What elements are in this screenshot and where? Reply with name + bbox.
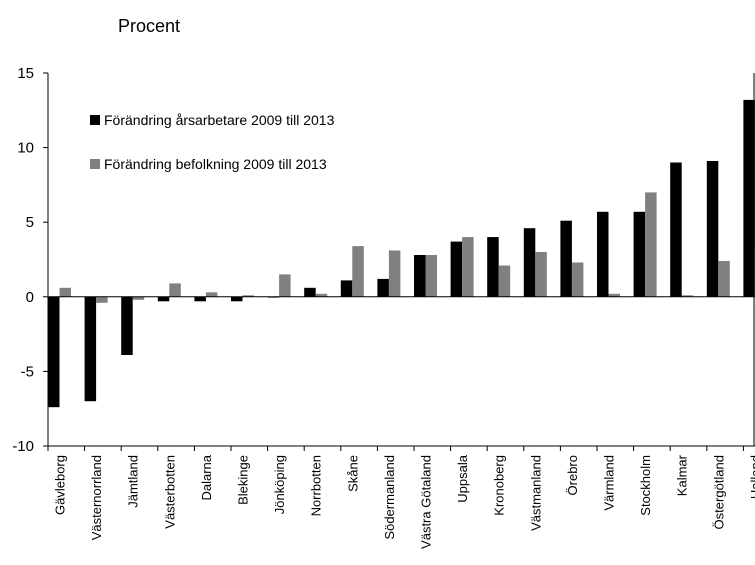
x-tick-label: Blekinge — [236, 455, 251, 505]
x-tick-label: Skåne — [345, 455, 360, 492]
bar-arsarbetare — [560, 221, 572, 297]
x-tick-label: Örebro — [565, 455, 580, 495]
x-tick-label: Södermanland — [382, 455, 397, 540]
bars-layer — [48, 100, 755, 407]
legend-label: Förändring befolkning 2009 till 2013 — [104, 156, 327, 172]
bar-befolkning — [572, 263, 584, 297]
bar-arsarbetare — [121, 297, 133, 355]
bar-arsarbetare — [487, 237, 499, 297]
legend: Förändring årsarbetare 2009 till 2013 För… — [90, 112, 335, 172]
bar-arsarbetare — [194, 297, 206, 302]
bar-befolkning — [206, 292, 218, 297]
x-tick-label: Jönköping — [272, 455, 287, 514]
bar-befolkning — [462, 237, 474, 297]
y-tick-label: 5 — [26, 214, 34, 231]
x-tick-label: Värmland — [602, 455, 617, 511]
y-tick-label: 10 — [17, 140, 34, 157]
bar-arsarbetare — [377, 279, 389, 297]
x-tick-label: Kronoberg — [492, 455, 507, 516]
bar-befolkning — [426, 255, 438, 297]
bar-arsarbetare — [707, 161, 719, 297]
bar-arsarbetare — [158, 297, 170, 302]
bar-befolkning — [60, 288, 72, 297]
bar-befolkning — [389, 251, 401, 297]
y-axis-unit-label: Procent — [118, 16, 180, 36]
y-tick-label: -10 — [12, 438, 34, 455]
bar-befolkning — [499, 266, 511, 297]
legend-swatch — [90, 115, 100, 125]
x-tick-label: Västernorrland — [89, 455, 104, 540]
bar-arsarbetare — [451, 242, 463, 297]
bar-arsarbetare — [85, 297, 97, 401]
x-tick-label: Stockholm — [638, 455, 653, 516]
y-tick-label: 0 — [26, 289, 34, 306]
bar-arsarbetare — [414, 255, 426, 297]
bar-arsarbetare — [743, 100, 755, 297]
x-tick-label: Västerbotten — [162, 455, 177, 529]
x-tick-label: Norrbotten — [309, 455, 324, 516]
bar-befolkning — [645, 192, 657, 296]
bar-befolkning — [535, 252, 547, 297]
bar-arsarbetare — [48, 297, 60, 407]
x-tick-label: Halland — [748, 455, 755, 499]
legend-label: Förändring årsarbetare 2009 till 2013 — [104, 112, 335, 128]
x-tick-label: Östergötland — [711, 455, 726, 529]
x-tick-label: Jämtland — [126, 455, 141, 508]
x-tick-label: Dalarna — [199, 454, 214, 500]
bar-arsarbetare — [341, 280, 353, 296]
x-tick-label: Gävleborg — [53, 455, 68, 515]
bar-arsarbetare — [597, 212, 609, 297]
y-tick-label: -5 — [21, 363, 34, 380]
bar-befolkning — [96, 297, 108, 303]
y-tick-label: 15 — [17, 65, 34, 82]
x-tick-label: Västra Götaland — [419, 455, 434, 549]
bar-arsarbetare — [634, 212, 646, 297]
x-tick-label: Västmanland — [528, 455, 543, 531]
x-tick-label: Kalmar — [675, 454, 690, 496]
bar-arsarbetare — [670, 163, 682, 297]
bar-befolkning — [279, 274, 291, 296]
bar-befolkning — [169, 283, 181, 296]
bar-arsarbetare — [304, 288, 316, 297]
x-tick-label: Uppsala — [455, 454, 470, 502]
bar-befolkning — [352, 246, 364, 297]
bar-befolkning — [718, 261, 730, 297]
bar-arsarbetare — [231, 297, 243, 302]
legend-swatch — [90, 159, 100, 169]
bar-arsarbetare — [524, 228, 536, 297]
